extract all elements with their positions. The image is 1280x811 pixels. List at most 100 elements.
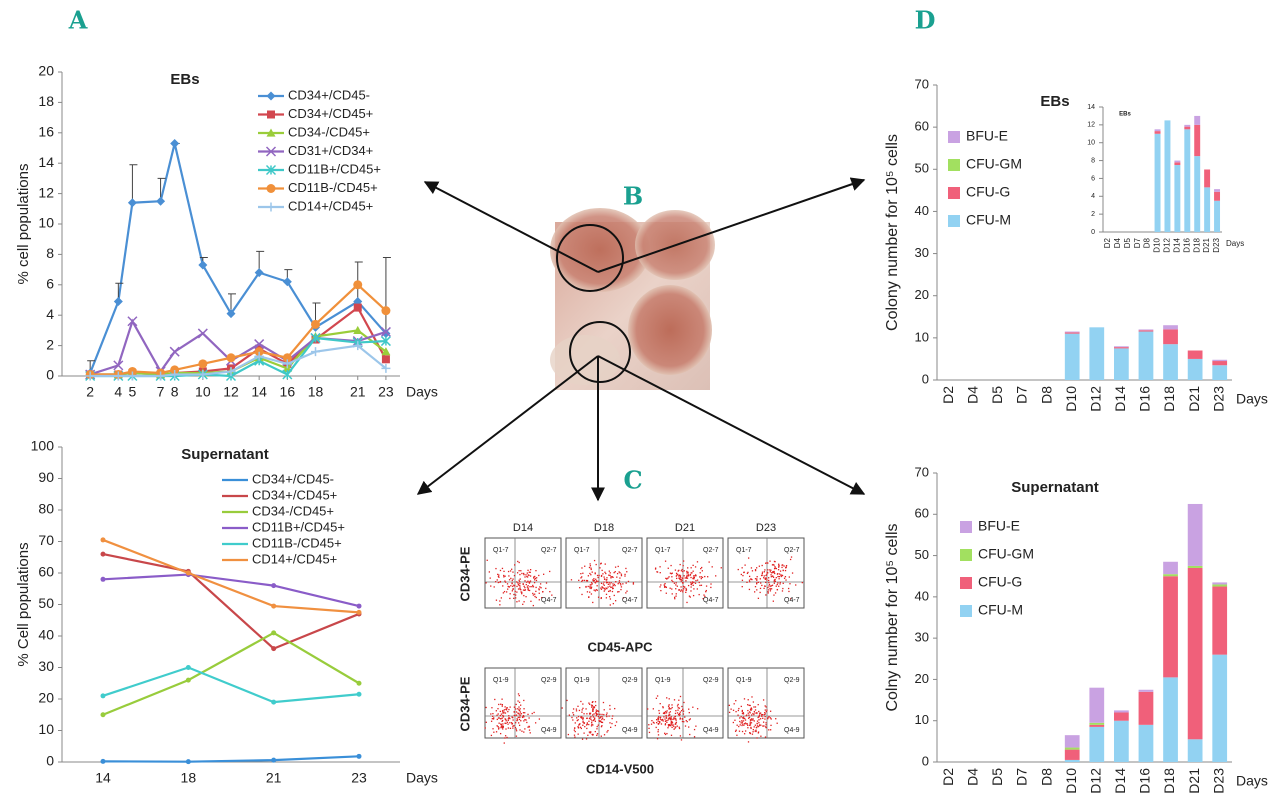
quadrant-label: Q4-7 bbox=[703, 597, 719, 604]
event-dot bbox=[738, 730, 741, 732]
event-dot bbox=[513, 593, 515, 596]
event-dot bbox=[667, 724, 670, 726]
event-dot bbox=[704, 575, 706, 578]
event-dot bbox=[533, 711, 535, 714]
event-dot bbox=[675, 588, 677, 590]
x-tick-label: D4 bbox=[965, 768, 981, 786]
event-dot bbox=[701, 566, 703, 569]
y-tick-label: 12 bbox=[1087, 122, 1095, 129]
point bbox=[156, 196, 166, 206]
chart-title: EBs bbox=[170, 71, 199, 88]
event-dot bbox=[580, 573, 582, 575]
event-dot bbox=[693, 736, 696, 738]
event-dot bbox=[513, 584, 515, 586]
event-dot bbox=[762, 721, 765, 723]
event-dot bbox=[583, 713, 585, 715]
event-dot bbox=[614, 724, 617, 727]
panel-letter: D bbox=[915, 6, 936, 35]
event-dot bbox=[493, 586, 495, 588]
event-dot bbox=[693, 578, 695, 580]
event-dot bbox=[664, 733, 667, 736]
event-dot bbox=[668, 717, 670, 719]
series-line bbox=[89, 143, 387, 374]
event-dot bbox=[532, 586, 535, 588]
event-dot bbox=[686, 720, 688, 723]
event-dot bbox=[749, 708, 752, 711]
event-dot bbox=[757, 716, 759, 719]
event-dot bbox=[607, 583, 610, 585]
chart-title: Supernatant bbox=[1011, 479, 1099, 496]
event-dot bbox=[674, 723, 676, 725]
event-dot bbox=[605, 714, 608, 716]
quadrant-lines bbox=[485, 538, 561, 608]
y-tick-label: 70 bbox=[915, 76, 929, 91]
x-tick-label: 21 bbox=[350, 384, 366, 400]
event-dot bbox=[509, 722, 511, 724]
event-dot bbox=[580, 700, 582, 703]
x-tick-label: D8 bbox=[1143, 237, 1152, 248]
event-dot bbox=[614, 581, 617, 583]
event-dot bbox=[528, 717, 530, 719]
point bbox=[156, 371, 166, 381]
event-dot bbox=[741, 579, 744, 581]
event-dot bbox=[499, 604, 501, 606]
bar-segment bbox=[1174, 162, 1181, 166]
bar-segment bbox=[1164, 120, 1171, 232]
flow-plot: Q1-7 Q2-7Q4-7 bbox=[646, 537, 724, 609]
point bbox=[170, 138, 180, 148]
event-dot bbox=[594, 572, 596, 574]
event-dot bbox=[614, 566, 617, 568]
event-dot bbox=[801, 581, 803, 584]
point bbox=[356, 603, 362, 609]
event-dot bbox=[687, 567, 689, 569]
event-dot bbox=[656, 695, 659, 697]
event-dot bbox=[600, 588, 603, 590]
legend-swatch bbox=[960, 549, 972, 561]
event-dot bbox=[577, 705, 579, 707]
event-dot bbox=[672, 718, 674, 721]
x-axis-label: Days bbox=[1226, 239, 1244, 248]
event-dot bbox=[665, 586, 668, 589]
event-dot bbox=[580, 577, 582, 579]
event-dot bbox=[773, 568, 776, 570]
x-tick-label: D16 bbox=[1137, 768, 1153, 794]
event-dot bbox=[610, 586, 612, 589]
event-dot bbox=[572, 714, 575, 716]
event-dot bbox=[687, 575, 690, 577]
y-tick-label: 20 bbox=[38, 63, 54, 79]
event-dot bbox=[596, 728, 598, 730]
event-dot bbox=[596, 589, 598, 591]
event-dot bbox=[578, 709, 581, 712]
event-dot bbox=[700, 584, 703, 586]
point bbox=[353, 341, 363, 351]
event-dot bbox=[778, 578, 780, 580]
event-dot bbox=[632, 583, 635, 585]
bar-segment bbox=[1163, 561, 1178, 575]
x-tick-label: 21 bbox=[266, 770, 282, 786]
event-dot bbox=[490, 734, 493, 737]
legend-label: CD34+/CD45+ bbox=[288, 106, 373, 121]
event-dot bbox=[489, 577, 491, 579]
event-dot bbox=[734, 719, 736, 721]
event-dot bbox=[490, 713, 492, 715]
event-dot bbox=[581, 711, 583, 713]
event-dot bbox=[519, 581, 521, 583]
event-dot bbox=[720, 567, 722, 569]
event-dot bbox=[677, 707, 679, 709]
event-dot bbox=[767, 717, 769, 719]
event-dot bbox=[690, 576, 692, 579]
event-dot bbox=[584, 726, 586, 728]
event-dot bbox=[675, 718, 677, 720]
event-dot bbox=[778, 566, 780, 568]
event-dot bbox=[606, 731, 608, 733]
event-dot bbox=[754, 569, 757, 572]
y-tick-label: 6 bbox=[46, 276, 54, 292]
event-dot bbox=[765, 726, 767, 728]
y-tick-label: 0 bbox=[922, 371, 929, 386]
event-dot bbox=[662, 712, 665, 715]
event-dot bbox=[573, 734, 576, 736]
event-dot bbox=[657, 731, 659, 733]
flow-plot: Q1-9 Q2-9Q4-9 bbox=[484, 667, 562, 744]
quadrant-lines bbox=[647, 538, 723, 608]
